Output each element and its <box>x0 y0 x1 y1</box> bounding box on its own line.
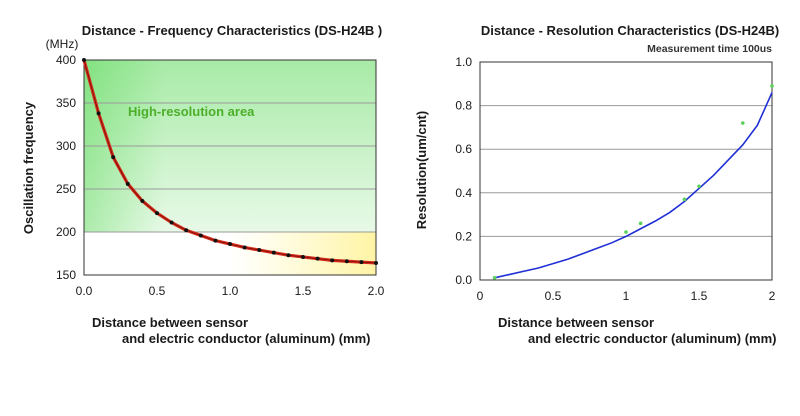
data-point <box>344 259 349 264</box>
high-resolution-area-label: High-resolution area <box>128 104 255 119</box>
y-tick-label: 0.0 <box>455 273 472 287</box>
data-point <box>359 260 364 265</box>
data-point <box>638 221 643 226</box>
data-point <box>315 256 320 261</box>
low-resolution-area <box>230 232 376 275</box>
data-point <box>242 245 247 250</box>
y-tick-label: 250 <box>56 182 76 196</box>
data-point <box>492 276 497 280</box>
data-point <box>155 211 159 216</box>
x-tick-label: 0.5 <box>149 284 166 298</box>
data-point <box>198 233 203 238</box>
data-point <box>770 84 774 88</box>
x-tick-label: 0.0 <box>76 284 93 298</box>
x-tick-label: 1.5 <box>691 289 708 303</box>
x-tick-label: 2.0 <box>368 284 385 298</box>
fit-curve <box>494 92 773 279</box>
y-tick-label: 350 <box>56 96 76 110</box>
chart-title: Distance - Frequency Characteristics (DS… <box>82 23 383 38</box>
x-tick-label: 0.5 <box>545 289 562 303</box>
data-point <box>125 181 130 186</box>
y-tick-label: 200 <box>56 225 76 239</box>
x-tick-label: 1.5 <box>295 284 312 298</box>
frequency-chart: Distance - Frequency Characteristics (DS… <box>21 23 385 346</box>
data-point <box>330 258 335 263</box>
data-point <box>697 184 701 189</box>
data-point <box>286 253 291 258</box>
resolution-chart: Distance - Resolution Characteristics (D… <box>414 23 779 346</box>
data-point <box>301 254 305 259</box>
data-point <box>184 228 189 233</box>
plot-frame <box>83 59 377 276</box>
data-point <box>96 111 101 116</box>
y-tick-label: 0.6 <box>455 142 472 156</box>
chart-subtitle: Measurement time 100us <box>647 43 772 55</box>
x-axis-label-line-1: Distance between sensor <box>498 315 654 330</box>
plot-frame <box>479 61 773 281</box>
data-point <box>169 220 174 225</box>
data-point <box>741 121 745 125</box>
chart-title: Distance - Resolution Characteristics (D… <box>481 23 779 38</box>
data-point <box>111 155 116 160</box>
data-point <box>140 199 145 204</box>
data-point <box>228 242 232 247</box>
data-point <box>271 250 276 255</box>
y-tick-label: 0.4 <box>455 186 472 200</box>
y-unit-label: (MHz) <box>46 37 79 51</box>
x-axis-label-line-2: and electric conductor (aluminum) (mm) <box>122 331 370 346</box>
x-tick-label: 1 <box>623 289 630 303</box>
y-tick-label: 0.8 <box>455 99 472 113</box>
data-point <box>682 197 687 202</box>
y-tick-label: 400 <box>56 53 76 67</box>
x-axis-label-line-2: and electric conductor (aluminum) (mm) <box>528 331 776 346</box>
data-point <box>374 260 378 265</box>
data-point <box>213 238 218 243</box>
y-tick-label: 300 <box>56 139 76 153</box>
x-tick-label: 1.0 <box>222 284 239 298</box>
y-axis-label: Oscillation frequency <box>21 101 36 234</box>
data-point <box>82 58 86 62</box>
x-tick-label: 2 <box>769 289 776 303</box>
y-axis-label: Resolution(um/cnt) <box>414 111 429 229</box>
x-axis-label-line-1: Distance between sensor <box>92 315 248 330</box>
y-tick-label: 1.0 <box>455 55 472 69</box>
x-tick-label: 0 <box>477 289 484 303</box>
y-tick-label: 150 <box>56 268 76 282</box>
y-tick-label: 0.2 <box>455 229 472 243</box>
data-point <box>257 248 262 253</box>
data-point <box>624 230 628 234</box>
